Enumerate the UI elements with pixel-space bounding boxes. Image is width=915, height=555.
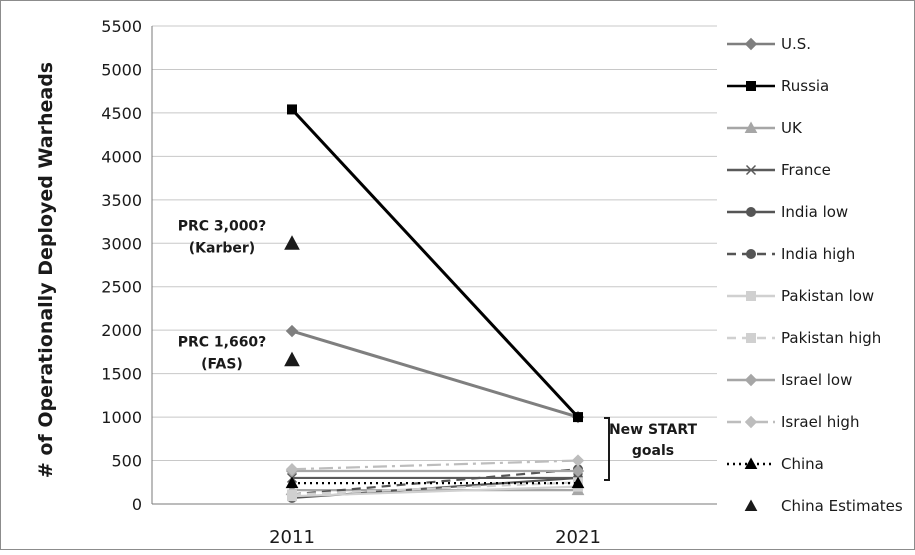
legend-label: Israel low bbox=[781, 371, 852, 389]
estimate-label-line2-0: (Karber) bbox=[189, 240, 255, 256]
legend-item-4: India low bbox=[727, 203, 848, 221]
legend-item-6: Pakistan low bbox=[727, 287, 874, 305]
y-tick-2000: 2000 bbox=[101, 321, 142, 340]
legend-swatch-marker bbox=[744, 457, 758, 469]
legend-swatch-marker bbox=[744, 121, 758, 133]
data-point-2011 bbox=[285, 324, 299, 338]
legend-item-2: UK bbox=[727, 119, 803, 137]
y-tick-3000: 3000 bbox=[101, 234, 142, 253]
new-start-bracket bbox=[604, 417, 610, 481]
legend-swatch-marker bbox=[746, 81, 756, 91]
series-line bbox=[291, 468, 579, 496]
y-tick-5000: 5000 bbox=[101, 60, 142, 79]
legend-label: U.S. bbox=[781, 35, 811, 53]
y-axis-label: # of Operationally Deployed Warheads bbox=[35, 62, 57, 478]
legend-swatch-marker bbox=[745, 164, 757, 176]
new-start-label-line2: goals bbox=[632, 443, 674, 459]
series-lines bbox=[285, 104, 585, 503]
x-tick-2021: 2021 bbox=[555, 527, 601, 548]
series-russia bbox=[287, 104, 583, 423]
x-tick-2011: 2011 bbox=[269, 527, 315, 548]
legend-item-0: U.S. bbox=[727, 35, 811, 53]
legend-swatch-marker bbox=[744, 37, 758, 51]
series-line bbox=[291, 459, 579, 471]
legend-label: China bbox=[781, 455, 824, 473]
legend-label: Pakistan high bbox=[781, 329, 881, 347]
legend-label: India high bbox=[781, 245, 855, 263]
legend-swatch-marker bbox=[746, 333, 756, 343]
estimate-marker-1 bbox=[284, 351, 300, 367]
legend-item-7: Pakistan high bbox=[727, 329, 881, 347]
series-china bbox=[285, 476, 585, 489]
legend-label: Israel high bbox=[781, 413, 859, 431]
legend-label: India low bbox=[781, 203, 848, 221]
china-estimates: PRC 3,000? (Karber) PRC 1,660? (FAS) bbox=[178, 218, 300, 373]
legend-item-9: Israel high bbox=[727, 413, 859, 431]
legend-swatch-marker bbox=[744, 415, 758, 429]
legend-item-5: India high bbox=[727, 245, 855, 263]
data-point-2021 bbox=[573, 412, 583, 423]
estimate-label-line1-0: PRC 3,000? bbox=[178, 218, 267, 234]
legend-label: China Estimates bbox=[781, 497, 903, 515]
new-start-label-line1: New START bbox=[609, 422, 698, 438]
legend-item-8: Israel low bbox=[727, 371, 852, 389]
data-point-2011 bbox=[285, 463, 299, 476]
estimate-label-line1-1: PRC 1,660? bbox=[178, 335, 267, 351]
y-tick-3500: 3500 bbox=[101, 191, 142, 210]
legend-item-11: China Estimates bbox=[744, 497, 903, 515]
legend-swatch-marker bbox=[744, 499, 758, 511]
data-point-2011 bbox=[287, 104, 297, 115]
y-tick-labels: 0 500 1000 1500 2000 2500 3000 3500 4000 4500 5000… bbox=[101, 17, 142, 514]
legend-item-10: China bbox=[727, 455, 824, 473]
data-point-2011 bbox=[285, 476, 299, 489]
estimate-marker-0 bbox=[284, 235, 300, 250]
data-point-2021 bbox=[571, 454, 585, 467]
y-tick-2500: 2500 bbox=[101, 278, 142, 297]
y-tick-0: 0 bbox=[132, 495, 142, 514]
legend-label: France bbox=[781, 161, 831, 179]
data-point-2021 bbox=[571, 476, 585, 489]
data-point-2011 bbox=[287, 489, 297, 500]
series-line bbox=[291, 485, 579, 498]
series-line bbox=[290, 108, 580, 419]
legend-label: UK bbox=[781, 119, 803, 137]
series-line bbox=[291, 481, 579, 496]
legend-label: Pakistan low bbox=[781, 287, 874, 305]
y-tick-5500: 5500 bbox=[101, 17, 142, 36]
legend-item-3: France bbox=[727, 161, 831, 179]
legend-swatch-marker bbox=[746, 249, 756, 259]
legend-swatch-marker bbox=[746, 291, 756, 301]
y-tick-500: 500 bbox=[111, 452, 142, 471]
legend-label: Russia bbox=[781, 77, 829, 95]
series-israel-high bbox=[285, 454, 585, 476]
y-tick-4500: 4500 bbox=[101, 104, 142, 123]
legend-swatch-marker bbox=[746, 207, 756, 217]
axes bbox=[151, 26, 717, 505]
estimate-label-line2-1: (FAS) bbox=[201, 357, 243, 373]
legend: U.S. Russia UK France India low India high Pak… bbox=[727, 35, 903, 515]
legend-swatch-marker bbox=[744, 373, 758, 387]
x-tick-labels: 2011 2021 bbox=[269, 527, 601, 548]
annotations: New START goals bbox=[604, 417, 698, 481]
y-tick-4000: 4000 bbox=[101, 147, 142, 166]
y-tick-1500: 1500 bbox=[101, 365, 142, 384]
data-point-2021 bbox=[571, 464, 585, 478]
legend-item-1: Russia bbox=[727, 77, 829, 95]
series-line bbox=[291, 329, 579, 419]
y-tick-1000: 1000 bbox=[101, 408, 142, 427]
